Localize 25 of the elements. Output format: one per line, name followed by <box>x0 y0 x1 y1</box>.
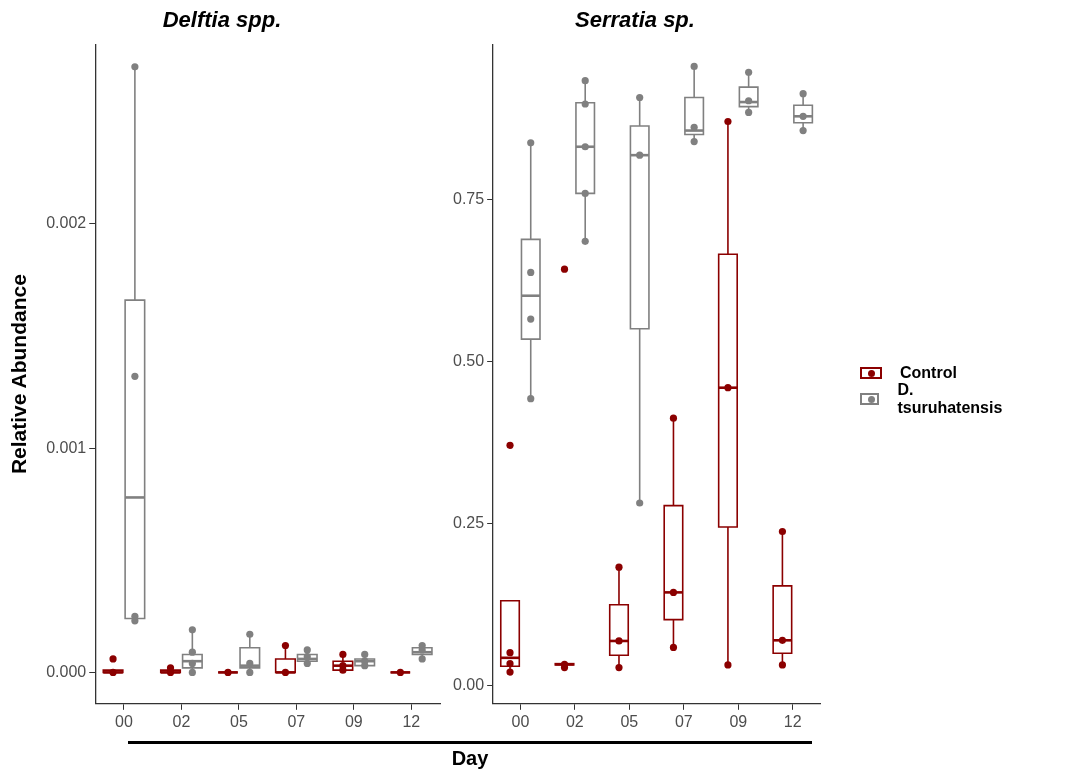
x-tick-label: 09 <box>344 712 363 730</box>
y-tick-label: 0.25 <box>453 514 485 532</box>
y-tick-label: 0.000 <box>46 662 87 680</box>
y-tick-label: 0.00 <box>453 676 485 694</box>
y-tick-label: 0.002 <box>46 214 87 232</box>
chart-title: Serratia sp. <box>575 7 695 33</box>
x-tick-label: 07 <box>287 712 306 730</box>
x-tick-label: 05 <box>229 712 248 730</box>
x-tick-label: 12 <box>402 712 421 730</box>
x-axis-title: Day <box>450 747 490 770</box>
x-tick-label: 07 <box>674 712 693 730</box>
y-axis-title: Relative Abundance <box>7 274 31 475</box>
chart-title: Delftia spp. <box>162 7 282 33</box>
legend-label: Control <box>900 364 957 382</box>
y-tick-label: 0.75 <box>453 190 485 208</box>
y-tick-label: 0.001 <box>46 438 87 456</box>
legend-label: D. tsuruhatensis <box>897 381 1004 417</box>
x-tick-label: 02 <box>565 712 584 730</box>
x-tick-label: 09 <box>729 712 748 730</box>
x-tick-label: 05 <box>620 712 639 730</box>
x-tick-label: 00 <box>115 712 133 730</box>
y-tick-label: 0.50 <box>453 352 485 370</box>
x-tick-label: 02 <box>172 712 191 730</box>
x-tick-label: 00 <box>511 712 530 730</box>
x-tick-label: 12 <box>783 712 802 730</box>
